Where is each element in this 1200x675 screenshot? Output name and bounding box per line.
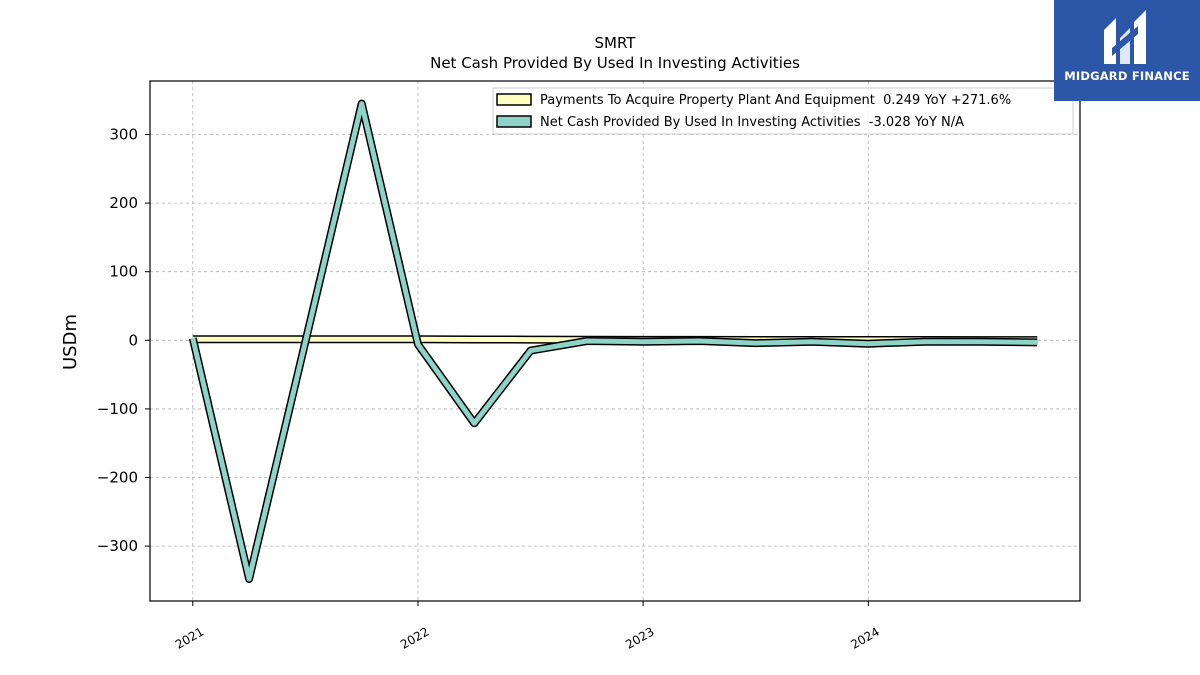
- y-tick-label: −200: [97, 469, 138, 487]
- midgard-finance-logo: MIDGARD FINANCE: [1054, 0, 1200, 101]
- x-tick-label: 2021: [173, 624, 206, 651]
- y-tick-label: −100: [97, 400, 138, 418]
- x-tick-label: 2022: [398, 624, 431, 651]
- y-tick-label: 100: [109, 263, 138, 281]
- legend-label-investing: Net Cash Provided By Used In Investing A…: [540, 115, 964, 130]
- y-axis-label: USDm: [60, 314, 81, 370]
- legend: Payments To Acquire Property Plant And E…: [492, 87, 1074, 135]
- legend-box: [492, 87, 1074, 135]
- series-line-investing: [190, 101, 1038, 582]
- x-tick-label: 2023: [623, 624, 656, 651]
- y-tick-label: −300: [97, 537, 138, 555]
- x-tick-label: 2024: [848, 624, 881, 651]
- logo-mark-icon: [1104, 10, 1146, 64]
- y-tick-label: 300: [109, 126, 138, 144]
- chart-title: SMRT: [595, 34, 637, 52]
- plot-frame: [149, 80, 1081, 602]
- y-tick-label: 200: [109, 194, 138, 212]
- series-group: [188, 99, 1038, 583]
- x-axis: 2021 2022 2023 2024: [173, 601, 882, 652]
- y-axis: −300 −200 −100 0 100 200 300: [97, 126, 150, 555]
- legend-label-ppe: Payments To Acquire Property Plant And E…: [540, 93, 1011, 108]
- legend-swatch-ppe: [496, 93, 532, 106]
- logo-text: MIDGARD FINANCE: [1064, 69, 1190, 83]
- y-tick-label: 0: [128, 331, 138, 349]
- chart-subtitle: Net Cash Provided By Used In Investing A…: [430, 54, 800, 72]
- legend-swatch-investing: [496, 115, 532, 128]
